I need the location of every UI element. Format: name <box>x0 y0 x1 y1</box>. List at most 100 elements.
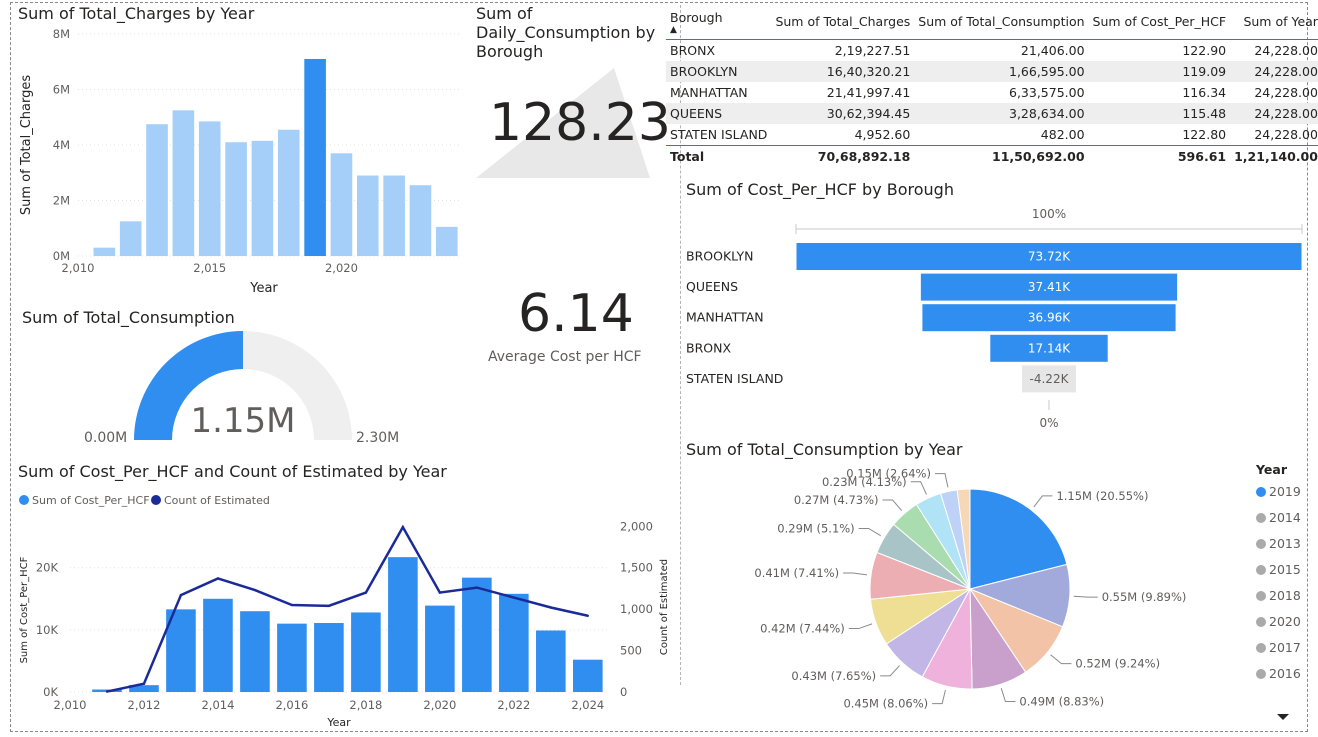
combo-chart[interactable]: 0K 10K 20K 0 500 1,000 1,500 2,000 2,010 2,012 2,0… <box>14 510 680 732</box>
gauge-value: 1.15M <box>190 401 295 441</box>
table-row[interactable]: QUEENS 30,62,394.45 3,28,634.00 115.48 2… <box>666 103 1318 124</box>
bar <box>119 221 142 256</box>
table-row[interactable]: BROOKLYN 16,40,320.21 1,66,595.00 119.09… <box>666 61 1318 82</box>
bar <box>425 605 455 692</box>
legend-estimated[interactable]: Count of Estimated <box>151 494 270 507</box>
pie-legend-item[interactable]: 2015 <box>1256 560 1301 586</box>
pie-leader-line <box>1050 654 1072 665</box>
table-row[interactable]: BRONX 2,19,227.51 21,406.00 122.90 24,22… <box>666 40 1318 62</box>
cell-total-charges: 70,68,892.18 <box>771 145 915 167</box>
col-header-borough[interactable]: Borough ▲ <box>666 6 772 40</box>
funnel-category-label: STATEN ISLAND <box>686 371 783 386</box>
table-row[interactable]: MANHATTAN 21,41,997.41 6,33,575.00 116.3… <box>666 82 1318 103</box>
sort-ascending-icon[interactable]: ▲ <box>670 25 677 35</box>
cell-borough: BRONX <box>670 43 716 58</box>
gauge-chart[interactable]: 1.15M 0.00M 2.30M <box>70 328 430 450</box>
pie-leader-line <box>858 528 881 537</box>
col-header-charges[interactable]: Sum of Total_Charges <box>771 6 915 40</box>
legend-cost[interactable]: Sum of Cost_Per_HCF <box>19 494 150 507</box>
cell-consumption: 482.00 <box>1040 127 1085 142</box>
table-header-row: Borough ▲ Sum of Total_Charges Sum of Tot… <box>666 6 1318 40</box>
bar <box>172 110 195 256</box>
col-header-consumption[interactable]: Sum of Total_Consumption <box>914 6 1089 40</box>
bar <box>203 598 233 692</box>
combo-title: Sum of Cost_Per_HCF and Count of Estimat… <box>18 462 447 481</box>
legend-dot-icon <box>151 495 161 505</box>
pie-legend-item[interactable]: 2013 <box>1256 534 1301 560</box>
pie-legend-item[interactable]: 2014 <box>1256 508 1301 534</box>
cell-year: 24,228.00 <box>1254 85 1318 100</box>
line-point <box>401 525 405 529</box>
pie-data-label: 0.23M (4.13%) <box>822 475 907 489</box>
x-axis-title: Year <box>326 716 351 729</box>
line-point <box>475 586 479 589</box>
cell-year: 24,228.00 <box>1254 43 1318 58</box>
legend-scroll-down-icon[interactable] <box>1276 712 1290 722</box>
pie-legend-item[interactable]: 2017 <box>1256 638 1301 664</box>
pie-legend-item[interactable]: 2019 <box>1256 482 1301 508</box>
cell-borough: QUEENS <box>666 103 772 124</box>
line-point <box>142 682 146 685</box>
y-tick-label: 2M <box>53 194 70 208</box>
funnel-bar <box>990 334 1108 362</box>
bar <box>251 140 274 256</box>
pie-legend-label: 2020 <box>1269 614 1301 629</box>
funnel-bottom-label: 0% <box>1039 416 1058 430</box>
y2-axis-title: Count of Estimated <box>659 559 670 655</box>
y-tick-label: 0K <box>43 685 58 699</box>
cell-charges: 16,40,320.21 <box>771 61 915 82</box>
cell-total-label: Total <box>666 145 772 167</box>
pie-legend-item[interactable]: 2018 <box>1256 586 1301 612</box>
pie-chart[interactable]: 1.15M (20.55%) 0.55M (9.89%) 0.52M (9.24%)… <box>682 462 1252 730</box>
table-row[interactable]: STATEN ISLAND 4,952.60 482.00 122.80 24,… <box>666 124 1318 146</box>
bar <box>93 247 116 256</box>
funnel-category-label: MANHATTAN <box>686 310 764 325</box>
line-point <box>364 591 368 594</box>
cell-cost: 122.90 <box>1182 43 1227 58</box>
legend-dot-icon <box>1256 565 1266 575</box>
pie-legend: Year 2019 2014 2013 2015 2018 2020 2017 … <box>1256 462 1301 690</box>
cell-total-cost: 596.61 <box>1088 145 1231 167</box>
cell-charges: 30,62,394.45 <box>771 103 915 124</box>
cell-charges: 21,41,997.41 <box>826 85 911 100</box>
pie-leader-line <box>1033 495 1053 508</box>
funnel-data-label: 37.41K <box>1028 280 1071 294</box>
cell-cost: 115.48 <box>1088 103 1231 124</box>
gauge-min-label: 0.00M <box>84 430 127 446</box>
line-point <box>216 577 220 580</box>
bar <box>462 577 492 692</box>
pie-slice <box>956 488 971 590</box>
col-header-cost[interactable]: Sum of Cost_Per_HCF <box>1088 6 1231 40</box>
x-tick-label: 2,016 <box>275 698 308 712</box>
y-tick-label: 8M <box>53 27 70 41</box>
avg-card-label: Average Cost per HCF <box>488 349 642 365</box>
borough-table[interactable]: Borough ▲ Sum of Total_Charges Sum of Tot… <box>666 6 1318 167</box>
gauge-fill <box>134 331 243 440</box>
pie-leader-line <box>910 481 927 495</box>
funnel-data-label: 73.72K <box>1028 250 1071 264</box>
funnel-chart[interactable]: 100% BROOKLYN 73.72K QUEENS 37.41K MANHATTAN 3… <box>682 200 1308 436</box>
line-point <box>438 591 442 594</box>
y-tick-label: 20K <box>36 561 59 575</box>
x-tick-label: 2,018 <box>349 698 382 712</box>
pie-legend-label: 2016 <box>1269 666 1301 681</box>
pie-legend-item[interactable]: 2016 <box>1256 664 1301 690</box>
charges-chart[interactable]: 0M 2M 4M 6M 8M 2,010 2,015 2,020 Year Sum of Tota… <box>14 24 474 300</box>
daily-card-title-line: Daily_Consumption by <box>476 23 656 42</box>
y-axis-title: Sum of Total_Charges <box>19 75 34 215</box>
gauge-title: Sum of Total_Consumption <box>22 308 235 327</box>
pie-title: Sum of Total_Consumption by Year <box>686 440 963 459</box>
pie-legend-label: 2018 <box>1269 588 1301 603</box>
y-tick-label: 10K <box>36 623 59 637</box>
pie-leader-line <box>848 623 873 630</box>
line-point <box>512 596 516 599</box>
x-tick-label: 2,010 <box>62 261 95 275</box>
bar <box>356 175 379 256</box>
pie-data-label: 0.27M (4.73%) <box>794 493 879 507</box>
pie-legend-item[interactable]: 2020 <box>1256 612 1301 638</box>
bar <box>351 612 381 692</box>
line-point <box>586 614 590 617</box>
col-header-year[interactable]: Sum of Year <box>1230 6 1318 40</box>
pie-data-label: 0.41M (7.41%) <box>754 566 839 580</box>
cell-cost: 119.09 <box>1088 61 1231 82</box>
